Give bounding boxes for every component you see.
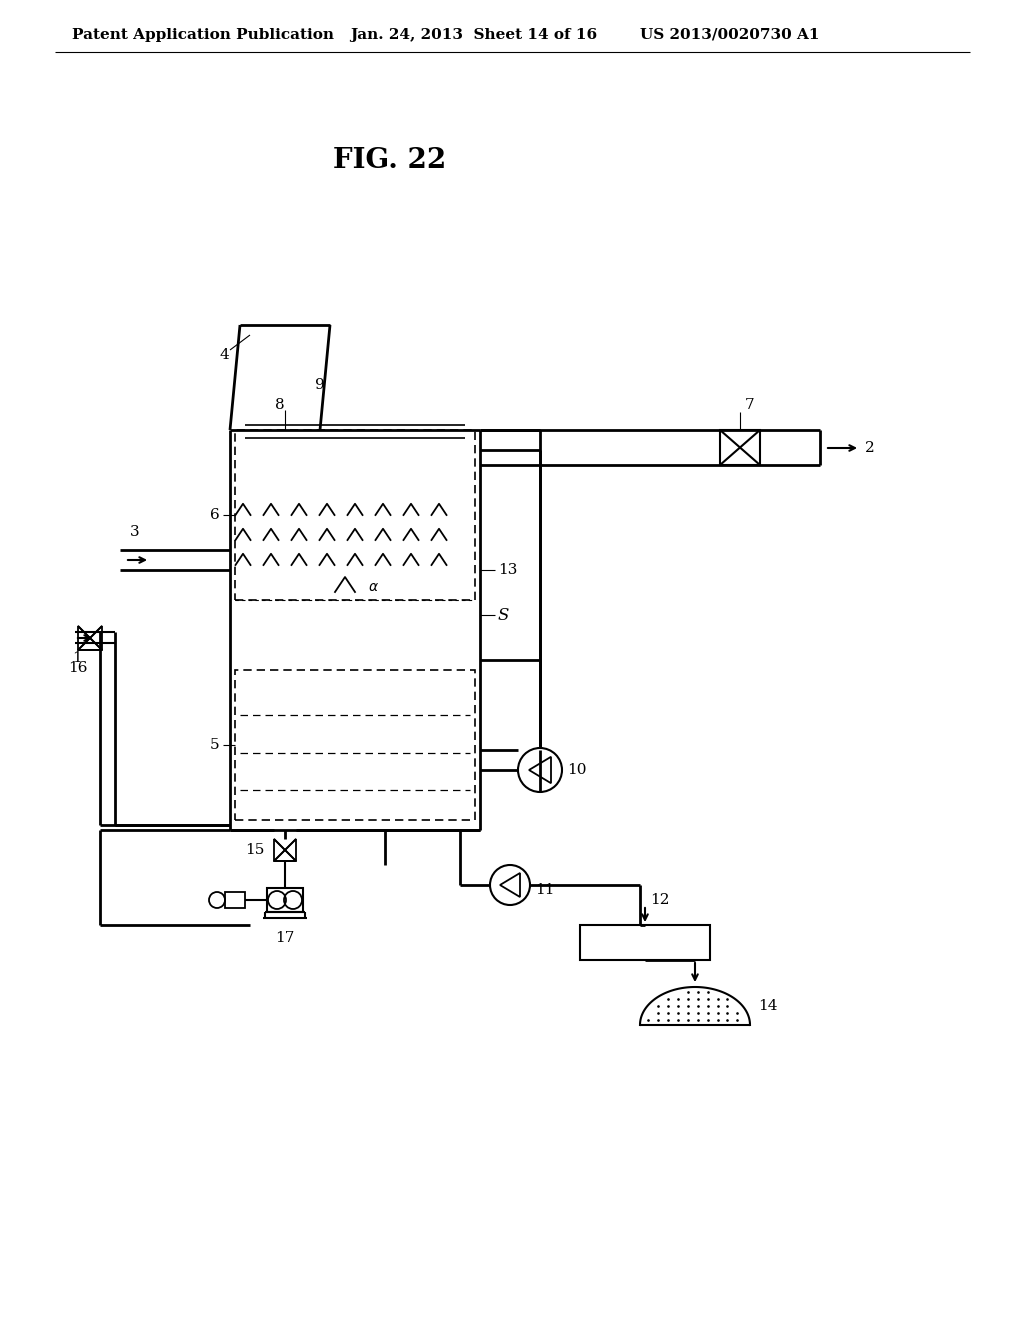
Bar <box>267 888 303 912</box>
Text: S: S <box>498 606 509 623</box>
Text: 10: 10 <box>567 763 587 777</box>
Text: 12: 12 <box>650 894 670 907</box>
Text: 9: 9 <box>315 378 325 392</box>
Text: 11: 11 <box>535 883 555 898</box>
Text: 1: 1 <box>72 651 82 665</box>
Text: 15: 15 <box>245 843 264 857</box>
Bar <box>225 892 245 908</box>
Text: 3: 3 <box>130 525 139 539</box>
Text: FIG. 22: FIG. 22 <box>334 147 446 173</box>
Text: 5: 5 <box>210 738 219 752</box>
Text: 4: 4 <box>220 348 229 362</box>
Text: 17: 17 <box>275 931 295 945</box>
Text: 8: 8 <box>275 399 285 412</box>
Text: 2: 2 <box>865 441 874 455</box>
Bar <box>720 430 760 465</box>
Text: Patent Application Publication: Patent Application Publication <box>72 28 334 42</box>
Bar <box>234 671 475 820</box>
Text: 7: 7 <box>745 399 755 412</box>
Text: 6: 6 <box>210 508 220 521</box>
Text: US 2013/0020730 A1: US 2013/0020730 A1 <box>640 28 819 42</box>
Bar <box>234 430 475 601</box>
Text: 13: 13 <box>498 564 517 577</box>
Text: 16: 16 <box>68 661 87 675</box>
Text: Jan. 24, 2013  Sheet 14 of 16: Jan. 24, 2013 Sheet 14 of 16 <box>350 28 597 42</box>
Bar <box>580 925 710 960</box>
Text: $\alpha$: $\alpha$ <box>368 579 379 594</box>
Text: 14: 14 <box>758 999 777 1012</box>
